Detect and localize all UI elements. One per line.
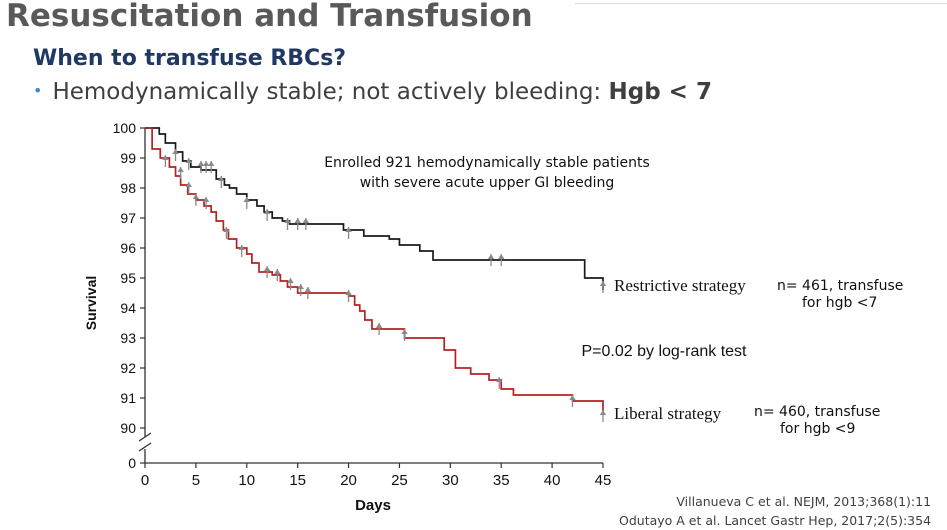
series-line-liberal [145, 127, 604, 413]
x-tick-label: 25 [391, 472, 408, 489]
censor-mark [287, 278, 294, 290]
legend-liberal: Liberal strategy [614, 404, 722, 423]
bullet-dot-icon: • [33, 81, 43, 100]
censor-mark [197, 161, 205, 173]
axis-break-mark [138, 432, 152, 442]
series-layer [145, 127, 604, 413]
y-tick-label: 97 [120, 210, 136, 226]
bullet-point: • Hemodynamically stable; not actively bl… [33, 79, 712, 105]
censor-mark [401, 329, 408, 341]
censor-mark [162, 155, 169, 167]
chart-note-line-2: with severe acute upper GI bleeding [360, 175, 615, 191]
censor-mark [202, 161, 210, 173]
censor-mark [263, 209, 271, 221]
censor-mark [498, 254, 505, 266]
slide-title: Resuscitation and Transfusion [6, 0, 533, 34]
y-tick-label: 96 [120, 240, 136, 256]
bullet-threshold: Hgb < 7 [608, 79, 712, 105]
censor-mark [304, 287, 312, 299]
censor-mark [599, 410, 607, 422]
x-axis-label: Days [355, 497, 391, 514]
series-line-restrictive [145, 127, 604, 290]
censor-mark [243, 197, 250, 209]
y-tick-label: 92 [120, 360, 136, 376]
restrictive-n-line-2: for hgb <7 [802, 295, 878, 311]
censor-mark [274, 269, 281, 281]
liberal-n-line-1: n= 460, transfuse [754, 404, 881, 420]
x-tick-label: 10 [238, 472, 255, 489]
p-value-label: P=0.02 by log-rank test [582, 343, 748, 360]
censor-mark [302, 218, 310, 230]
censor-mark [177, 167, 184, 179]
censor-mark [284, 218, 291, 230]
y-tick-label: 91 [120, 390, 136, 406]
citation-1: Villanueva C et al. NEJM, 2013;368(1):11 [676, 494, 932, 509]
censor-mark [487, 254, 495, 266]
censor-mark [218, 176, 225, 188]
x-tick-label: 45 [595, 472, 612, 489]
censor-mark [345, 290, 352, 302]
x-tick-label: 0 [141, 472, 149, 489]
y-tick-label: 94 [120, 300, 136, 316]
y-tick-label: 99 [120, 150, 136, 166]
x-tick-label: 20 [340, 472, 357, 489]
y-tick-label: 95 [120, 270, 136, 286]
censor-mark [172, 149, 179, 161]
censor-mark [207, 161, 215, 173]
censor-mark [599, 281, 607, 293]
censor-mark [263, 266, 271, 278]
chart-axes: 100 99 98 97 96 95 94 93 92 91 90 00 5 10 15 20 25 30 35 40… [113, 120, 612, 489]
citation-2: Odutayo A et al. Lancet Gastr Hep, 2017;… [619, 513, 932, 528]
censor-mark [202, 197, 210, 209]
y-tick-label: 0 [128, 455, 136, 471]
y-tick-label: 90 [120, 420, 136, 436]
liberal-n-line-2: for hgb <9 [780, 421, 856, 437]
y-tick-label: 100 [113, 120, 137, 136]
y-tick-label: 93 [120, 330, 136, 346]
slide-subtitle: When to transfuse RBCs? [33, 46, 347, 71]
chart-note-line-1: Enrolled 921 hemodynamically stable pati… [324, 155, 650, 171]
censor-mark [375, 323, 383, 335]
censor-mark [223, 227, 230, 239]
censor-mark [297, 284, 304, 296]
restrictive-n-line-1: n= 461, transfuse [777, 278, 904, 294]
x-tick-label: 35 [493, 472, 510, 489]
x-tick-label: 40 [544, 472, 561, 489]
censor-mark [294, 218, 301, 230]
axis-break-mark [138, 442, 152, 452]
x-tick-label: 15 [289, 472, 306, 489]
censor-layer [162, 149, 607, 422]
censor-mark [185, 182, 192, 194]
y-tick-label: 98 [120, 180, 136, 196]
censor-mark [185, 158, 192, 170]
bullet-text: Hemodynamically stable; not actively ble… [52, 79, 609, 105]
censor-mark [238, 245, 245, 257]
x-tick-label: 5 [192, 472, 200, 489]
censor-mark [495, 377, 503, 389]
top-divider-line [575, 3, 947, 4]
censor-mark [345, 227, 352, 239]
x-tick-label: 30 [442, 472, 459, 489]
y-axis-label: Survival [83, 276, 99, 330]
legend-restrictive: Restrictive strategy [614, 276, 746, 295]
citations: Villanueva C et al. NEJM, 2013;368(1):11… [619, 492, 931, 530]
censor-mark [569, 395, 576, 407]
censor-mark [192, 194, 200, 206]
